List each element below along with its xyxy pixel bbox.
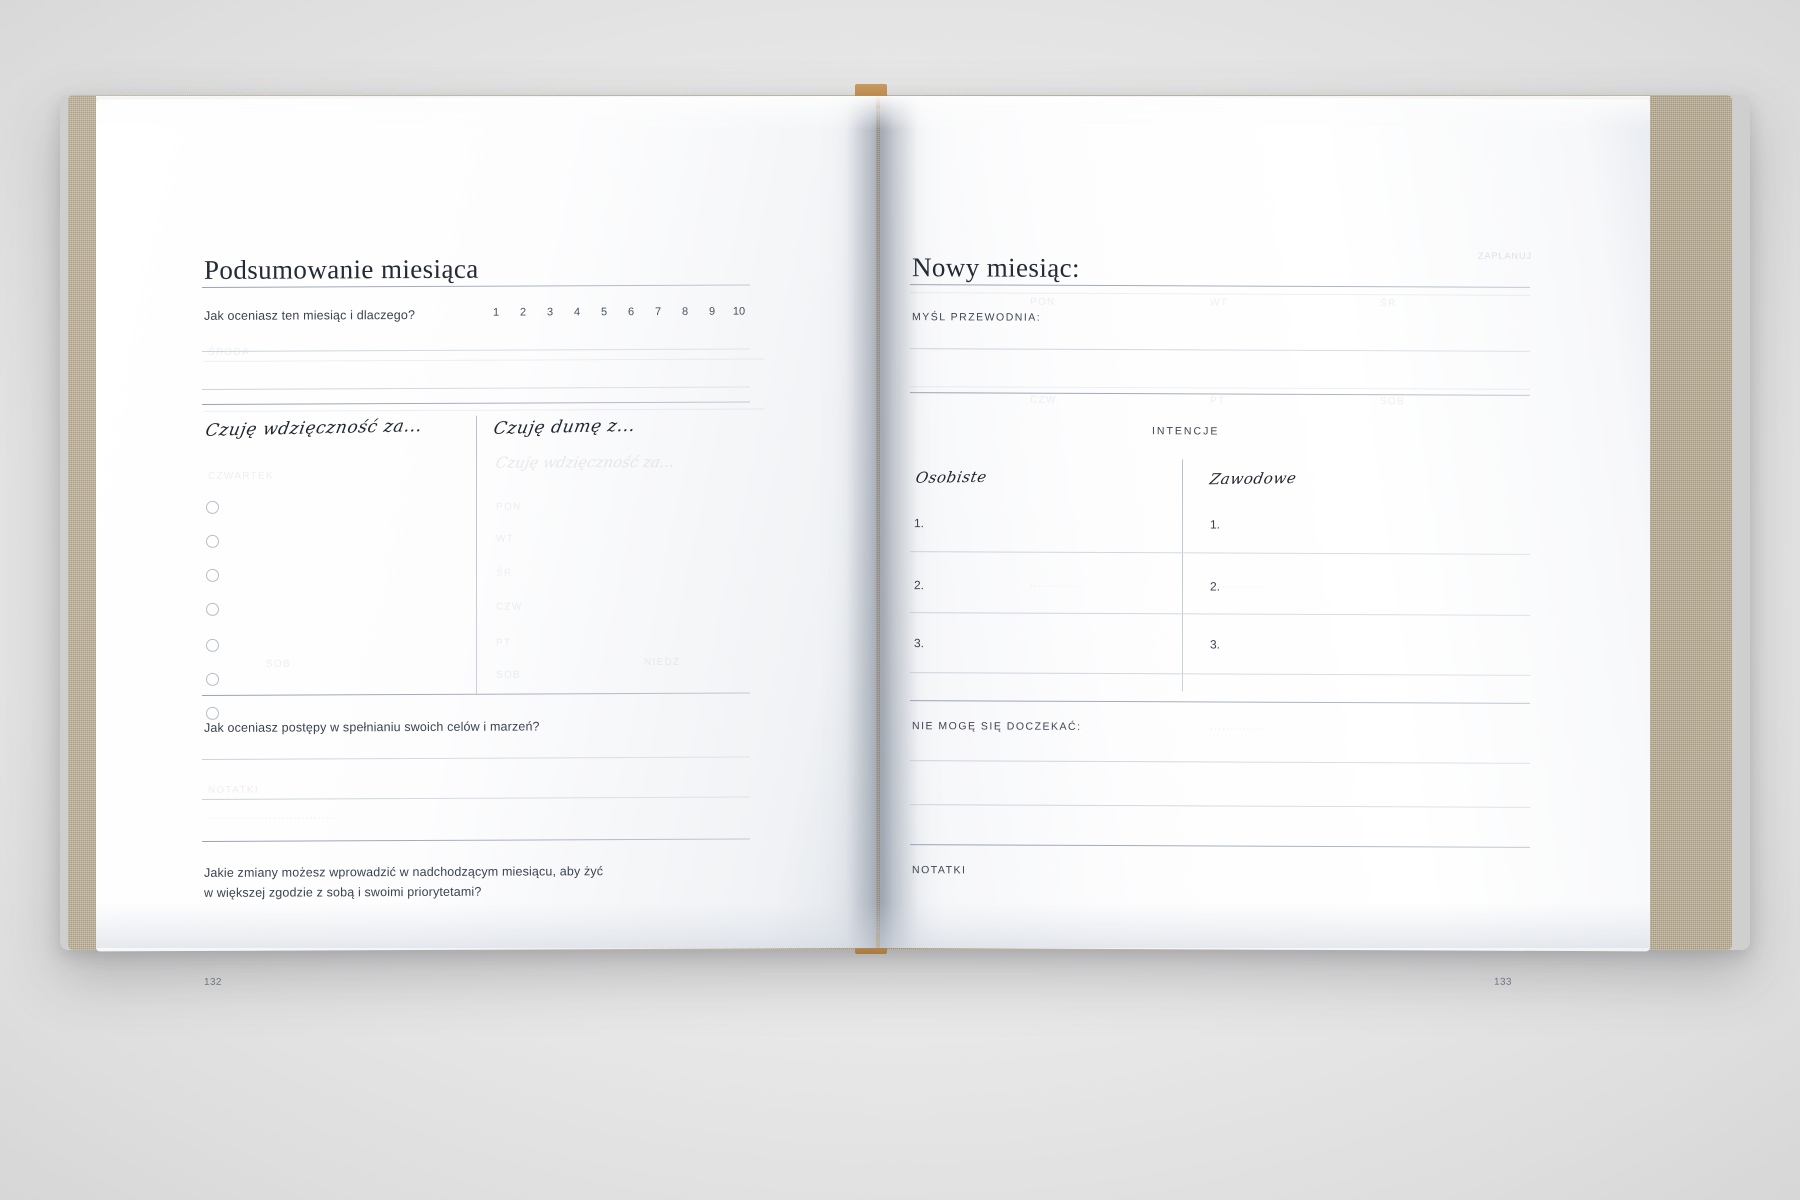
write-line[interactable] [202, 796, 750, 800]
scale-number[interactable]: 7 [654, 305, 662, 318]
left-page-title: Podsumowanie miesiąca [204, 253, 479, 286]
pride-heading: Czuję dumę z... [492, 415, 638, 439]
divider-rule [910, 700, 1530, 704]
write-line[interactable] [910, 612, 1530, 616]
intention-number[interactable]: 2. [1210, 579, 1221, 594]
intention-number[interactable]: 1. [914, 516, 925, 531]
right-page: PON WT ŚR CZW PT SOB ............. .....… [880, 96, 1650, 988]
label-notes: NOTATKI [912, 864, 967, 877]
left-page-content: ŚRODA CZWARTEK PON WT ŚR CZW PT SOB SOB … [96, 96, 876, 988]
divider-rule [910, 844, 1530, 848]
scale-number[interactable]: 5 [600, 306, 608, 319]
page-number-left: 132 [204, 976, 222, 988]
right-page-content: PON WT ŚR CZW PT SOB ............. .....… [910, 250, 1533, 988]
question-changes-line2: w większej zgodzie z sobą i swoimi prior… [204, 884, 482, 900]
scale-number[interactable]: 10 [732, 305, 746, 318]
scale-number[interactable]: 9 [708, 305, 716, 318]
page-number-right: 133 [1494, 976, 1512, 988]
scale-number[interactable]: 4 [573, 306, 581, 319]
checkbox-bullet[interactable] [206, 602, 219, 616]
divider-rule [202, 692, 750, 696]
write-line[interactable] [910, 672, 1530, 676]
question-changes-line1: Jakie zmiany możesz wprowadzić w nadchod… [204, 864, 604, 880]
write-line[interactable] [910, 804, 1530, 808]
divider-rule [202, 401, 750, 405]
checkbox-bullet[interactable] [206, 500, 219, 514]
scale-number[interactable]: 3 [546, 306, 554, 319]
heading-personal: Osobiste [914, 467, 989, 487]
question-goal-progress: Jak oceniasz postępy w spełnianiu swoich… [204, 719, 540, 735]
divider-rule [202, 838, 750, 842]
write-line[interactable] [202, 386, 750, 390]
checkbox-bullet[interactable] [206, 672, 219, 686]
intention-number[interactable]: 1. [1210, 517, 1221, 532]
ghost-heading-showthrough: Czuję wdzięczność za... [494, 452, 677, 472]
label-guiding-thought: MYŚL PRZEWODNIA: [912, 311, 1042, 324]
scale-number[interactable]: 2 [519, 306, 527, 319]
intention-number[interactable]: 3. [914, 636, 925, 651]
label-intentions: INTENCJE [1152, 425, 1220, 438]
intention-number[interactable]: 3. [1210, 637, 1221, 652]
write-line[interactable] [202, 348, 750, 352]
left-page: ŚRODA CZWARTEK PON WT ŚR CZW PT SOB SOB … [96, 96, 876, 988]
scale-number[interactable]: 8 [681, 305, 689, 318]
scale-number[interactable]: 1 [492, 306, 500, 319]
right-page-title: Nowy miesiąc: [912, 252, 1080, 283]
write-line[interactable] [910, 551, 1530, 555]
write-line[interactable] [910, 348, 1530, 352]
divider-rule [910, 284, 1530, 288]
question-month-rating: Jak oceniasz ten miesiąc i dlaczego? [204, 308, 416, 323]
intention-number[interactable]: 2. [914, 578, 925, 593]
checkbox-bullet[interactable] [206, 638, 219, 652]
scale-number[interactable]: 6 [627, 306, 635, 319]
intentions-column-divider [1182, 459, 1183, 692]
write-line[interactable] [202, 756, 750, 760]
checkbox-bullet[interactable] [206, 534, 219, 548]
heading-professional: Zawodowe [1208, 469, 1299, 489]
label-cant-wait: NIE MOGĘ SIĘ DOCZEKAĆ: [912, 720, 1082, 733]
column-divider [476, 415, 477, 694]
write-line[interactable] [910, 760, 1530, 764]
gratitude-heading: Czuję wdzięczność za... [203, 416, 425, 441]
checkbox-bullet[interactable] [206, 568, 219, 582]
